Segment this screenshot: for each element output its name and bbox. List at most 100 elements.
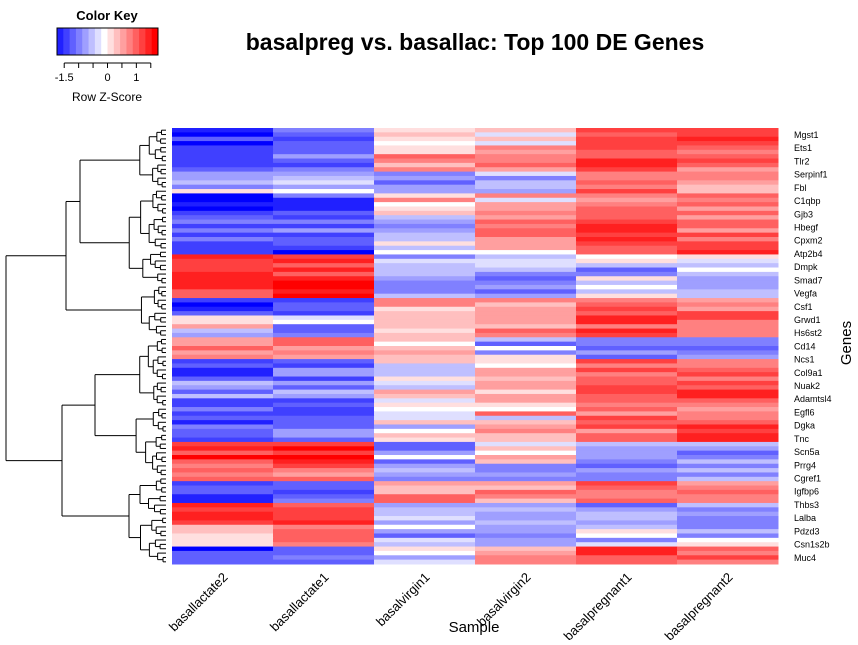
heatmap-cell xyxy=(677,346,779,351)
heatmap-cell xyxy=(576,502,678,508)
heatmap-cell xyxy=(172,254,274,260)
heatmap-cell xyxy=(172,180,274,186)
heatmap-cell xyxy=(273,498,375,504)
heatmap-cell xyxy=(273,420,375,425)
row-label: Ncs1 xyxy=(794,355,815,365)
heatmap-cell xyxy=(475,520,577,526)
heatmap-cell xyxy=(172,455,274,460)
heatmap-cell xyxy=(273,507,375,513)
heatmap-cell xyxy=(172,380,274,386)
heatmap-cell xyxy=(576,380,678,386)
heatmap-cell xyxy=(576,498,678,504)
heatmap-cell xyxy=(475,128,577,133)
heatmap-cell xyxy=(374,555,476,561)
heatmap-cell xyxy=(576,132,678,138)
heatmap-cell xyxy=(273,206,375,212)
heatmap-cell xyxy=(576,472,678,478)
heatmap-cell xyxy=(172,372,274,378)
heatmap-cell xyxy=(576,250,678,255)
legend-tick-label: 1 xyxy=(133,72,139,84)
row-label: Pdzd3 xyxy=(794,526,820,536)
heatmap-cell xyxy=(576,455,678,460)
heatmap-cell xyxy=(677,446,779,452)
heatmap-cell xyxy=(374,280,476,286)
heatmap-cell xyxy=(576,158,678,164)
heatmap-cell xyxy=(677,289,779,295)
heatmap-cell xyxy=(677,559,779,565)
heatmap-cell xyxy=(576,276,678,282)
heatmap-cell xyxy=(374,524,476,530)
heatmap-cell xyxy=(273,215,375,221)
heatmap-cell xyxy=(677,398,779,404)
heatmap-cell xyxy=(576,128,678,133)
heatmap-cell xyxy=(273,263,375,269)
heatmap-cell xyxy=(677,459,779,465)
heatmap-cell xyxy=(677,254,779,260)
heatmap-cell xyxy=(677,363,779,369)
heatmap-cell xyxy=(677,128,779,133)
heatmap-cell xyxy=(273,411,375,417)
heatmap-cell xyxy=(677,376,779,382)
heatmap-cell xyxy=(576,319,678,325)
heatmap-cell xyxy=(273,289,375,295)
heatmap-cell xyxy=(677,542,779,548)
heatmap-cell xyxy=(172,472,274,478)
heatmap-cell xyxy=(677,354,779,360)
heatmap-cell xyxy=(172,128,274,133)
heatmap-cell xyxy=(374,250,476,255)
heatmap-cell xyxy=(172,459,274,465)
heatmap-cell xyxy=(273,459,375,465)
heatmap-cell xyxy=(677,367,779,373)
heatmap-cell xyxy=(576,167,678,173)
heatmap-cell xyxy=(576,341,678,347)
row-label: Csn1s2b xyxy=(794,540,830,550)
heatmap-cell xyxy=(172,162,274,168)
heatmap-cell xyxy=(374,263,476,269)
heatmap-cell xyxy=(576,489,678,495)
heatmap-cell xyxy=(172,332,274,338)
heatmap-cell xyxy=(475,559,577,565)
heatmap-cell xyxy=(475,350,577,356)
heatmap-cell xyxy=(475,237,577,242)
heatmap-cell xyxy=(677,162,779,168)
heatmap-cell xyxy=(576,546,678,552)
heatmap-cell xyxy=(273,136,375,142)
heatmap-cell xyxy=(374,542,476,548)
heatmap-cell xyxy=(475,424,577,430)
heatmap-cell xyxy=(273,149,375,155)
heatmap-cell xyxy=(374,202,476,207)
heatmap-cell xyxy=(475,341,577,347)
heatmap-cell xyxy=(172,228,274,234)
heatmap-cell xyxy=(273,376,375,382)
heatmap-cell xyxy=(475,293,577,299)
heatmap-cell xyxy=(576,507,678,513)
heatmap-cell xyxy=(677,306,779,312)
heatmap-cell xyxy=(475,324,577,330)
heatmap-cell xyxy=(576,468,678,473)
heatmap-cell xyxy=(475,376,577,382)
row-label: Grwd1 xyxy=(794,315,821,325)
heatmap-cell xyxy=(475,367,577,373)
heatmap-cell xyxy=(172,468,274,473)
heatmap-cell xyxy=(576,459,678,465)
heatmap-cell xyxy=(172,542,274,548)
heatmap-cell xyxy=(576,306,678,312)
heatmap-cell xyxy=(172,223,274,229)
heatmap-cell xyxy=(374,463,476,469)
heatmap-cell xyxy=(475,363,577,369)
heatmap-cell xyxy=(374,197,476,203)
heatmap-cell xyxy=(475,210,577,216)
legend-ticks: -1.5 0 1 xyxy=(55,62,152,84)
heatmap-cell xyxy=(576,389,678,395)
heatmap-cell xyxy=(677,202,779,207)
heatmap-cell xyxy=(475,228,577,234)
heatmap-cell xyxy=(172,341,274,347)
heatmap-cell xyxy=(576,550,678,556)
heatmap-cell xyxy=(475,359,577,364)
heatmap-cell xyxy=(374,298,476,303)
row-label: Hbegf xyxy=(794,222,819,232)
heatmap-cell xyxy=(576,162,678,168)
heatmap-cell xyxy=(273,380,375,386)
heatmap-cell xyxy=(273,346,375,351)
heatmap-cell xyxy=(374,450,476,456)
